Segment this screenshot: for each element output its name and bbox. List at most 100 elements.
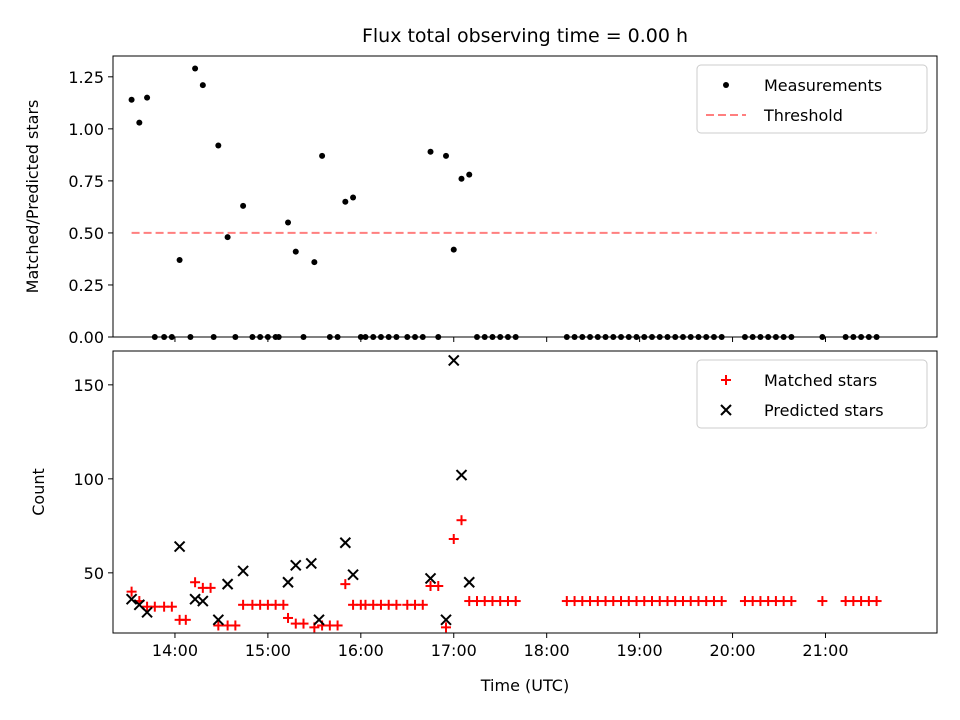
axes-frame [112, 55, 938, 338]
x-tick-label: 19:00 [617, 641, 663, 660]
measurement-point [587, 334, 594, 340]
predicted-star-point [290, 559, 302, 572]
measurement-point [128, 96, 135, 103]
predicted-star-point [313, 614, 325, 626]
top-axes: 0.00 0.25 0.50 0.75 1.00 1.25 Matched/Predicte… [23, 55, 938, 347]
measurement-point [370, 334, 377, 340]
measurement-point [151, 334, 158, 340]
measurement-point [292, 248, 299, 255]
x-tick-label: 16:00 [338, 641, 384, 660]
measurement-point [718, 334, 725, 340]
measurement-point [350, 194, 357, 201]
measurement-point [240, 202, 247, 209]
measurement-point [633, 334, 640, 340]
matched-star-point [166, 601, 177, 612]
measurement-point [192, 65, 199, 72]
measurement-point [275, 334, 282, 340]
measurement-point [249, 334, 256, 340]
predicted-star-point [125, 593, 138, 605]
measurement-point [443, 152, 450, 159]
measurement-point [385, 334, 392, 340]
predicted-star-point [305, 557, 317, 570]
measurement-point [489, 334, 496, 340]
y-tick-label: 0.75 [68, 172, 104, 191]
measurement-point [594, 334, 601, 340]
measurement-point [649, 334, 656, 340]
predicted-star-point [197, 595, 209, 607]
measurement-point [865, 334, 872, 340]
measurement-point [703, 334, 710, 340]
measurement-point [232, 334, 239, 340]
measurement-point [412, 334, 419, 340]
measurement-point [187, 334, 194, 340]
measurement-point [300, 334, 307, 340]
measurement-point [264, 334, 271, 340]
measurement-point [873, 334, 880, 340]
matched-star-point [283, 612, 294, 623]
measurement-point [450, 246, 457, 253]
measurement-point [473, 334, 480, 340]
measurement-point [319, 152, 326, 159]
measurement-point [618, 334, 625, 340]
measurement-point [757, 334, 764, 340]
matched-star-point [238, 599, 249, 610]
y-tick-label: 1.25 [68, 68, 104, 87]
measurement-point [788, 334, 795, 340]
legend-measurement-marker [723, 82, 729, 88]
matched-star-point [417, 599, 428, 610]
measurement-point [497, 334, 504, 340]
measurement-point [144, 94, 151, 101]
measurement-point [377, 334, 384, 340]
measurement-point [641, 334, 648, 340]
measurement-point [571, 334, 578, 340]
measurement-point [215, 142, 222, 149]
legend-label: Measurements [764, 76, 882, 95]
measurement-point [224, 234, 231, 241]
measurement-point [419, 334, 426, 340]
measurement-point [257, 334, 264, 340]
measurement-point [772, 334, 779, 340]
predicted-star-point [173, 540, 186, 553]
measurement-point [393, 334, 400, 340]
y-tick-label: 100 [73, 470, 104, 489]
matched-star-point [448, 534, 459, 544]
measurement-point [210, 334, 217, 340]
predicted-star-point [347, 569, 359, 581]
y-tick-label: 0.50 [68, 224, 104, 243]
measurement-point [625, 334, 632, 340]
measurement-point [357, 334, 364, 340]
measurement-point [481, 334, 488, 340]
matched-star-point [230, 620, 241, 631]
matched-star-point [441, 622, 452, 633]
predicted-star-point [448, 354, 460, 367]
chart-title: Flux total observing time = 0.00 h [362, 25, 688, 47]
y-axis-label: Count [29, 468, 48, 516]
matched-star-point [298, 618, 309, 629]
bottom-axes: 14:00 15:00 16:00 17:00 18:00 19:00 20:00 21:00… [29, 350, 938, 660]
predicted-star-point [237, 565, 249, 577]
measurement-point [765, 334, 772, 340]
measurement-point [504, 334, 511, 340]
matched-star-point [510, 596, 521, 607]
measurement-point [656, 334, 663, 340]
measurement-point [512, 334, 519, 340]
axes-frame [112, 350, 938, 634]
measurement-point [602, 334, 609, 340]
measurement-point [326, 334, 333, 340]
legend-box [696, 359, 928, 429]
measurement-point [563, 334, 570, 340]
measurement-point [311, 259, 318, 266]
matched-star-point [278, 599, 289, 610]
predicted-star-point [339, 537, 352, 549]
measurement-point [741, 334, 748, 340]
measurement-point [466, 171, 473, 178]
measurement-point [695, 334, 702, 340]
measurement-point [176, 256, 183, 263]
measurement-point [858, 334, 865, 340]
y-axis-label: Matched/Predicted stars [23, 100, 42, 294]
legend-label: Predicted stars [764, 401, 884, 420]
measurement-point [749, 334, 756, 340]
measurement-point [404, 334, 411, 340]
measurement-point [362, 334, 369, 340]
